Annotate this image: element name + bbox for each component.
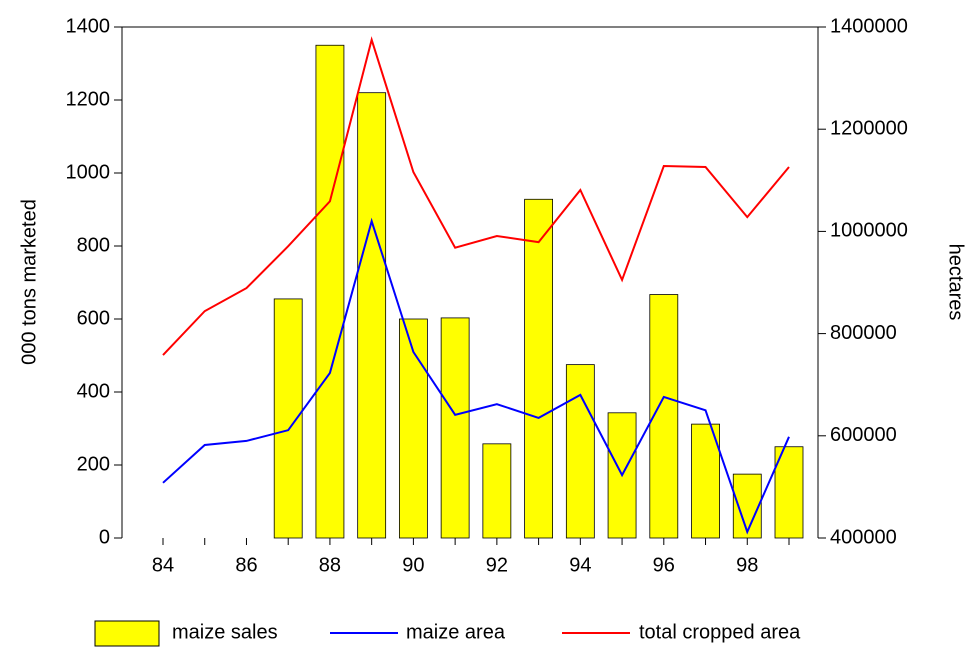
y-tick-label: 1200: [66, 88, 111, 110]
bar: [565, 364, 595, 539]
y-tick-label: 800: [77, 234, 110, 256]
line: [162, 36, 790, 356]
legend-label: maize sales: [172, 621, 278, 643]
bar: [524, 198, 553, 539]
x-tick-label: 96: [653, 554, 675, 576]
legend-label: total cropped area: [639, 621, 801, 643]
x-tick-label: 94: [569, 554, 591, 576]
y-tick-label: 200: [77, 453, 110, 475]
bar: [315, 44, 345, 539]
bar: [691, 423, 720, 539]
y-tick-label: 400: [77, 380, 110, 402]
y2-tick-label: 1200000: [830, 117, 908, 139]
x-tick-label: 88: [319, 554, 341, 576]
y2-tick-label: 600000: [830, 424, 897, 446]
y2-tick-label: 400000: [830, 526, 897, 548]
x-tick-label: 98: [736, 554, 758, 576]
y2-axis-label: hectares: [945, 244, 967, 321]
bar: [273, 298, 303, 539]
legend-swatch: [94, 620, 160, 647]
y2-tick-label: 1400000: [830, 15, 908, 37]
x-tick-label: 84: [152, 554, 174, 576]
bar: [482, 443, 512, 539]
bar: [774, 446, 804, 539]
bar: [357, 92, 387, 539]
y2-tick-label: 1000000: [830, 220, 908, 242]
bar: [440, 317, 470, 539]
plot-frame: [121, 26, 819, 538]
x-tick-label: 86: [235, 554, 257, 576]
legend-label: maize area: [406, 621, 506, 643]
y-tick-label: 600: [77, 307, 110, 329]
x-tick-label: 92: [486, 554, 508, 576]
y-tick-label: 1000: [66, 161, 111, 183]
y2-tick-label: 800000: [830, 322, 897, 344]
x-tick-label: 90: [402, 554, 424, 576]
bar: [398, 318, 428, 539]
y-tick-label: 0: [99, 526, 110, 548]
line: [162, 217, 790, 535]
y-tick-label: 1400: [66, 15, 111, 37]
y-axis-label: 000 tons marketed: [18, 199, 40, 365]
